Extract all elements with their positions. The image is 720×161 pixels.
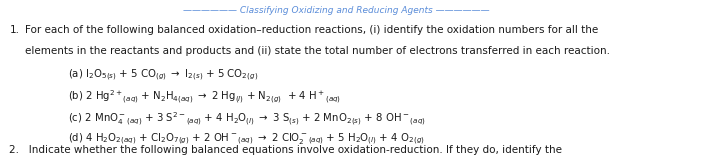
Text: (c) 2 MnO$_4^-$$_{(aq)}$ + 3 S$^{2-}$$_{(aq)}$ + 4 H$_2$O$_{(l)}$ $\rightarrow$ : (c) 2 MnO$_4^-$$_{(aq)}$ + 3 S$^{2-}$$_{… xyxy=(68,111,426,128)
Text: (b) 2 Hg$^{2+}$$_{(aq)}$ + N$_2$H$_4$$_{(aq)}$ $\rightarrow$ 2 Hg$_{(l)}$ + N$_2: (b) 2 Hg$^{2+}$$_{(aq)}$ + N$_2$H$_4$$_{… xyxy=(68,89,341,106)
Text: For each of the following balanced oxidation–reduction reactions, (i) identify t: For each of the following balanced oxida… xyxy=(25,25,598,35)
Text: elements in the reactants and products and (ii) state the total number of electr: elements in the reactants and products a… xyxy=(25,47,610,57)
Text: 2.   Indicate whether the following balanced equations involve oxidation-reducti: 2. Indicate whether the following balanc… xyxy=(9,145,562,155)
Text: (d) 4 H$_2$O$_2$$_{(aq)}$ + Cl$_2$O$_7$$_{(g)}$ + 2 OH$^-$$_{(aq)}$ $\rightarrow: (d) 4 H$_2$O$_2$$_{(aq)}$ + Cl$_2$O$_7$$… xyxy=(68,132,426,147)
Text: 1.: 1. xyxy=(9,25,19,35)
Text: (a) I$_2$O$_5$${_{(s)}}$ + 5 CO$_{(g)}$ $\rightarrow$ I$_2$$_{(s)}$ + 5 CO$_2$$_: (a) I$_2$O$_5$${_{(s)}}$ + 5 CO$_{(g)}$ … xyxy=(68,68,258,83)
Text: —————— Classifying Oxidizing and Reducing Agents ——————: —————— Classifying Oxidizing and Reducin… xyxy=(184,6,490,15)
